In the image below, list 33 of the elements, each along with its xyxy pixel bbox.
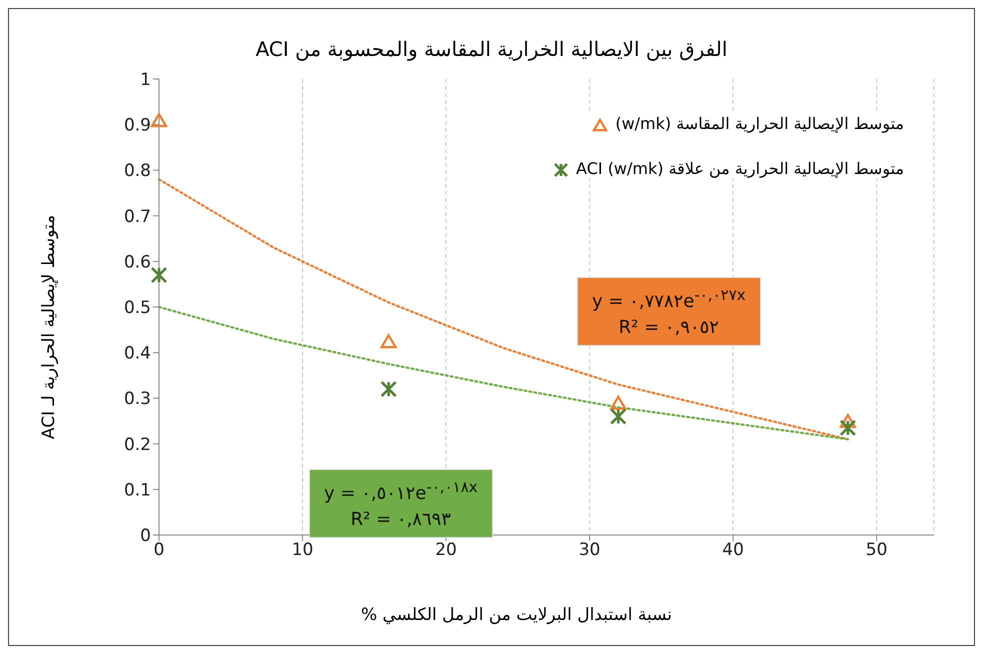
x-tick-label: 50: [866, 540, 888, 560]
legend-label: متوسط الإيصالية الحرارية المقاسة (w/mk): [615, 114, 904, 133]
x-tick-label: 30: [578, 540, 600, 560]
y-tick-label: 0.4: [124, 344, 151, 364]
chart-title: الفرق بين الايصالية الخرارية المقاسة والمحسوبة من ACI: [254, 37, 728, 61]
y-tick-label: 1: [140, 70, 151, 90]
y-tick-label: 0.5: [124, 298, 151, 318]
point: [840, 414, 856, 428]
y-tick-label: 0: [140, 526, 151, 546]
x-tick-label: 10: [292, 540, 314, 560]
y-tick-label: 0.2: [124, 434, 151, 455]
y-tick-label: 0.7: [124, 206, 151, 227]
annotation: y = ٠,٥٠١٢e$^{-٠,٠١٨x}$ R² = ٠,٨٦٩٣: [324, 477, 478, 532]
y-axis-title: متوسط لإيصالية الحرارية لـ ACI: [39, 214, 59, 440]
point: [150, 266, 168, 284]
y-tick-label: 0.6: [124, 252, 151, 272]
legend-label: متوسط الإيصالية الحرارية من علاقة ACI (w/mk): [576, 159, 904, 178]
x-axis-title: نسبة استبدال البرلايت من الرمل الكلسي %: [360, 605, 674, 625]
point: [380, 380, 397, 398]
y-tick-label: 0.8: [124, 161, 151, 182]
line-series: [158, 178, 849, 440]
point: [610, 408, 627, 425]
x-tick-label: 40: [722, 540, 744, 560]
point: [610, 396, 626, 410]
point: [380, 334, 397, 348]
point: [150, 112, 168, 128]
y-tick-label: 0.3: [124, 389, 151, 410]
point: [840, 420, 856, 436]
y-tick-label: 0.1: [124, 480, 151, 500]
x-tick-label: 0: [154, 540, 164, 560]
y-tick-label: 0.9: [124, 116, 151, 136]
x-tick-label: 20: [435, 540, 457, 560]
annotation: y = ٠,٧٧٨٢e$^{-٠,٠٢٧x}$ R² = ٠,٩٠٥٢: [592, 285, 746, 340]
